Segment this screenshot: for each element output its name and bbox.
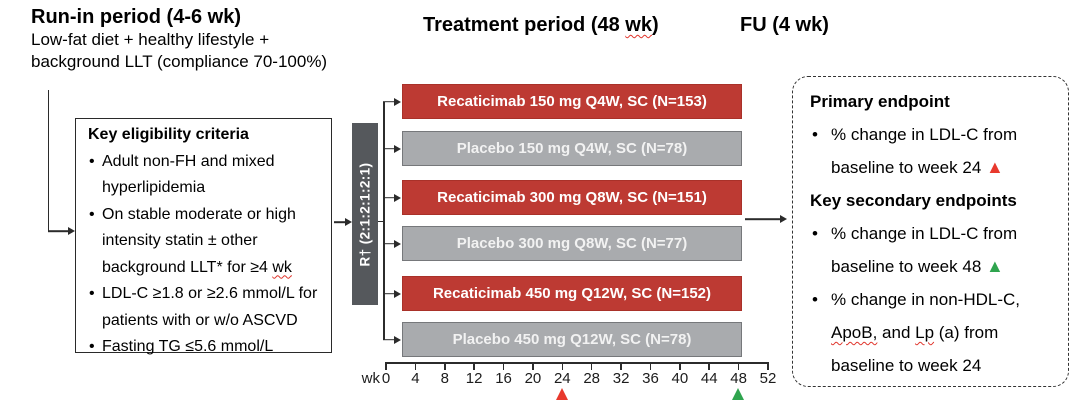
axis-tick	[649, 362, 652, 370]
bullet-icon: •	[89, 205, 95, 223]
eligibility-item: • On stable moderate or high intensity st…	[88, 202, 325, 282]
branch-arrow	[383, 289, 401, 299]
axis-tick-label: 0	[381, 370, 391, 387]
eligibility-item: • Fasting TG ≤5.6 mmol/L	[88, 334, 325, 361]
arm-label: Recaticimab 450 mg Q12W, SC (N=152)	[432, 285, 712, 302]
fu-title: FU (4 wk)	[740, 14, 829, 36]
axis-tick	[532, 362, 534, 370]
bullet-icon: •	[812, 224, 818, 243]
endpoint-item-text: % change in LDL-C from baseline to week …	[831, 224, 1018, 276]
axis-tick	[708, 362, 711, 370]
eligibility-criteria-box: Key eligibility criteria • Adult non-FH a…	[75, 118, 332, 355]
run-in-to-eligibility-arrow	[48, 226, 75, 236]
randomization-stub-line	[378, 220, 384, 223]
eligibility-item-text: Fasting TG ≤5.6 mmol/L	[102, 338, 274, 355]
axis-tick	[620, 362, 622, 370]
elbow-connector-line	[47, 90, 50, 232]
eligibility-item-text: On stable moderate or high intensity sta…	[102, 205, 296, 276]
randomization-label: R† (2:1:2:1:2:1)	[357, 162, 373, 266]
axis-tick	[737, 362, 740, 370]
bullet-icon: •	[89, 338, 95, 355]
axis-tick-label: 48	[730, 370, 747, 387]
axis-tick	[414, 362, 417, 370]
axis-tick-label: 20	[524, 370, 542, 387]
axis-tick	[679, 362, 681, 370]
arm-label: Placebo 150 mg Q4W, SC (N=78)	[456, 140, 688, 157]
bullet-icon: •	[89, 285, 95, 302]
run-in-section-header: Run-in period (4-6 wk) Low-fat diet + he…	[31, 6, 327, 73]
endpoint-item: • % change in LDL-C from baseline to week…	[810, 118, 1060, 184]
axis-tick-label: 40	[671, 370, 689, 387]
axis-tick-label: 52	[759, 370, 777, 387]
eligibility-item: • Adult non-FH and mixed hyperlipidemia	[88, 149, 325, 202]
axis-unit-label: wk	[361, 370, 380, 387]
placebo-arm-bar: Placebo 450 mg Q12W, SC (N=78)	[402, 322, 742, 357]
run-in-subtitle-line2: background LLT (compliance 70-100%)	[31, 52, 328, 71]
eligibility-to-randomization-arrow	[334, 217, 352, 227]
arms-to-endpoints-arrow	[745, 214, 787, 224]
placebo-arm-bar: Placebo 300 mg Q8W, SC (N=77)	[402, 226, 742, 261]
secondary-endpoint-week48-marker-icon	[732, 388, 745, 400]
arm-label: Placebo 450 mg Q12W, SC (N=78)	[452, 331, 692, 348]
endpoint-item-text: % change in LDL-C from baseline to week …	[831, 125, 1018, 177]
randomization-bar: R† (2:1:2:1:2:1)	[352, 123, 378, 305]
axis-tick-label: 12	[465, 370, 483, 387]
endpoint-item-text: % change in non-HDL-C, ApoB, and Lp (a) …	[831, 290, 1020, 375]
axis-tick-label: 28	[583, 370, 601, 387]
axis-tick-label: 4	[411, 370, 420, 387]
axis-tick-label: 16	[495, 370, 512, 387]
eligibility-item-text: LDL-C ≥1.8 or ≥2.6 mmol/L for patients w…	[102, 285, 318, 329]
axis-tick-label: 32	[612, 370, 630, 387]
red-triangle-icon: ▲	[986, 157, 1004, 177]
axis-tick	[502, 362, 505, 370]
axis-tick	[561, 362, 564, 370]
axis-line	[386, 362, 769, 364]
treatment-arm-bar: Recaticimab 300 mg Q8W, SC (N=151)	[402, 180, 742, 215]
axis-tick-label: 44	[700, 370, 718, 387]
axis-tick	[385, 362, 387, 370]
branch-arrow	[383, 97, 401, 107]
primary-endpoint-week24-marker-icon	[555, 388, 568, 400]
axis-tick	[473, 362, 475, 370]
branch-arrow	[383, 144, 401, 154]
bullet-icon: •	[812, 125, 818, 144]
axis-tick-label: 24	[553, 370, 571, 387]
treatment-arm-bar: Recaticimab 150 mg Q4W, SC (N=153)	[402, 84, 742, 119]
treatment-period-title: Treatment period (48 wk)	[423, 14, 659, 36]
treatment-arm-bar: Recaticimab 450 mg Q12W, SC (N=152)	[402, 276, 742, 311]
eligibility-item: • LDL-C ≥1.8 or ≥2.6 mmol/L for patients …	[88, 281, 325, 334]
arm-label: Recaticimab 300 mg Q8W, SC (N=151)	[437, 189, 707, 206]
branch-arrow	[383, 239, 401, 249]
bullet-icon: •	[812, 290, 818, 309]
squiggle-word: Lp	[915, 323, 935, 342]
primary-endpoint-title: Primary endpoint	[810, 92, 950, 111]
endpoint-item: • % change in LDL-C from baseline to week…	[810, 217, 1060, 283]
axis-tick	[443, 362, 446, 370]
run-in-subtitle-line1: Low-fat diet + healthy lifestyle +	[31, 30, 270, 49]
squiggle-word: ApoB,	[831, 323, 878, 342]
arm-label: Recaticimab 150 mg Q4W, SC (N=153)	[437, 93, 707, 110]
endpoints-box: Primary endpoint • % change in LDL-C from…	[792, 76, 1069, 387]
endpoint-item: • % change in non-HDL-C, ApoB, and Lp (a)…	[810, 283, 1060, 382]
axis-tick-label: 8	[440, 370, 449, 387]
bullet-icon: •	[89, 152, 95, 170]
squiggle-word: wk	[272, 258, 292, 276]
secondary-endpoints-title: Key secondary endpoints	[810, 191, 1017, 210]
branch-vertical-line	[383, 101, 385, 340]
arm-label: Placebo 300 mg Q8W, SC (N=77)	[456, 235, 688, 252]
eligibility-title: Key eligibility criteria	[88, 126, 249, 143]
branch-arrow	[383, 335, 401, 345]
run-in-title: Run-in period (4-6 wk)	[31, 6, 241, 28]
green-triangle-icon: ▲	[986, 256, 1004, 276]
placebo-arm-bar: Placebo 150 mg Q4W, SC (N=78)	[402, 131, 742, 166]
axis-tick	[767, 362, 769, 370]
eligibility-item-text: Adult non-FH and mixed hyperlipidemia	[102, 152, 275, 197]
axis-tick	[590, 362, 593, 370]
axis-tick-label: 36	[642, 370, 659, 387]
branch-arrow	[383, 193, 401, 203]
squiggle-word: wk	[625, 14, 652, 36]
